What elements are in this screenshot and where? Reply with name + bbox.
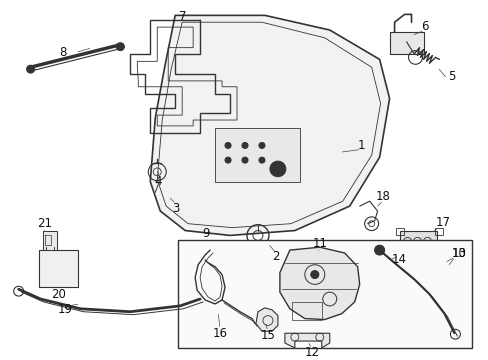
Polygon shape	[255, 308, 277, 331]
Text: 17: 17	[435, 216, 450, 229]
Bar	[39, 250, 78, 287]
Circle shape	[224, 143, 230, 148]
Text: 18: 18	[375, 190, 390, 203]
Text: 9: 9	[202, 227, 209, 240]
Bar	[291, 302, 321, 320]
Text: 16: 16	[212, 327, 227, 340]
Text: 20: 20	[51, 288, 66, 301]
Circle shape	[259, 157, 264, 163]
Text: 4: 4	[154, 175, 162, 188]
Text: 2: 2	[272, 251, 279, 264]
Text: 21: 21	[37, 217, 52, 230]
Bar	[178, 240, 471, 348]
Text: 10: 10	[451, 247, 466, 260]
Text: 19: 19	[58, 303, 73, 316]
Polygon shape	[150, 15, 389, 235]
Circle shape	[116, 43, 124, 50]
Text: 13: 13	[451, 247, 466, 260]
Bar	[399, 230, 437, 252]
Text: 6: 6	[420, 20, 427, 33]
Text: 8: 8	[59, 46, 66, 59]
Bar	[428, 265, 470, 302]
Circle shape	[26, 65, 35, 73]
Text: 5: 5	[447, 71, 454, 84]
Text: 14: 14	[391, 253, 406, 266]
Bar	[389, 32, 424, 54]
Circle shape	[242, 157, 247, 163]
Circle shape	[269, 161, 285, 177]
Bar	[395, 228, 403, 235]
Circle shape	[224, 157, 230, 163]
Text: 15: 15	[260, 329, 275, 342]
Bar	[42, 230, 57, 250]
Text: 1: 1	[357, 139, 365, 152]
Circle shape	[259, 143, 264, 148]
Text: 12: 12	[304, 346, 319, 359]
Polygon shape	[279, 247, 359, 320]
Text: 11: 11	[312, 237, 326, 250]
Circle shape	[381, 260, 387, 266]
Bar	[444, 273, 453, 294]
Circle shape	[374, 245, 384, 255]
Text: 3: 3	[172, 202, 180, 215]
Circle shape	[242, 143, 247, 148]
Bar	[215, 128, 299, 182]
Text: 7: 7	[179, 10, 186, 23]
Circle shape	[310, 271, 318, 279]
Polygon shape	[285, 333, 329, 348]
Bar	[435, 228, 443, 235]
